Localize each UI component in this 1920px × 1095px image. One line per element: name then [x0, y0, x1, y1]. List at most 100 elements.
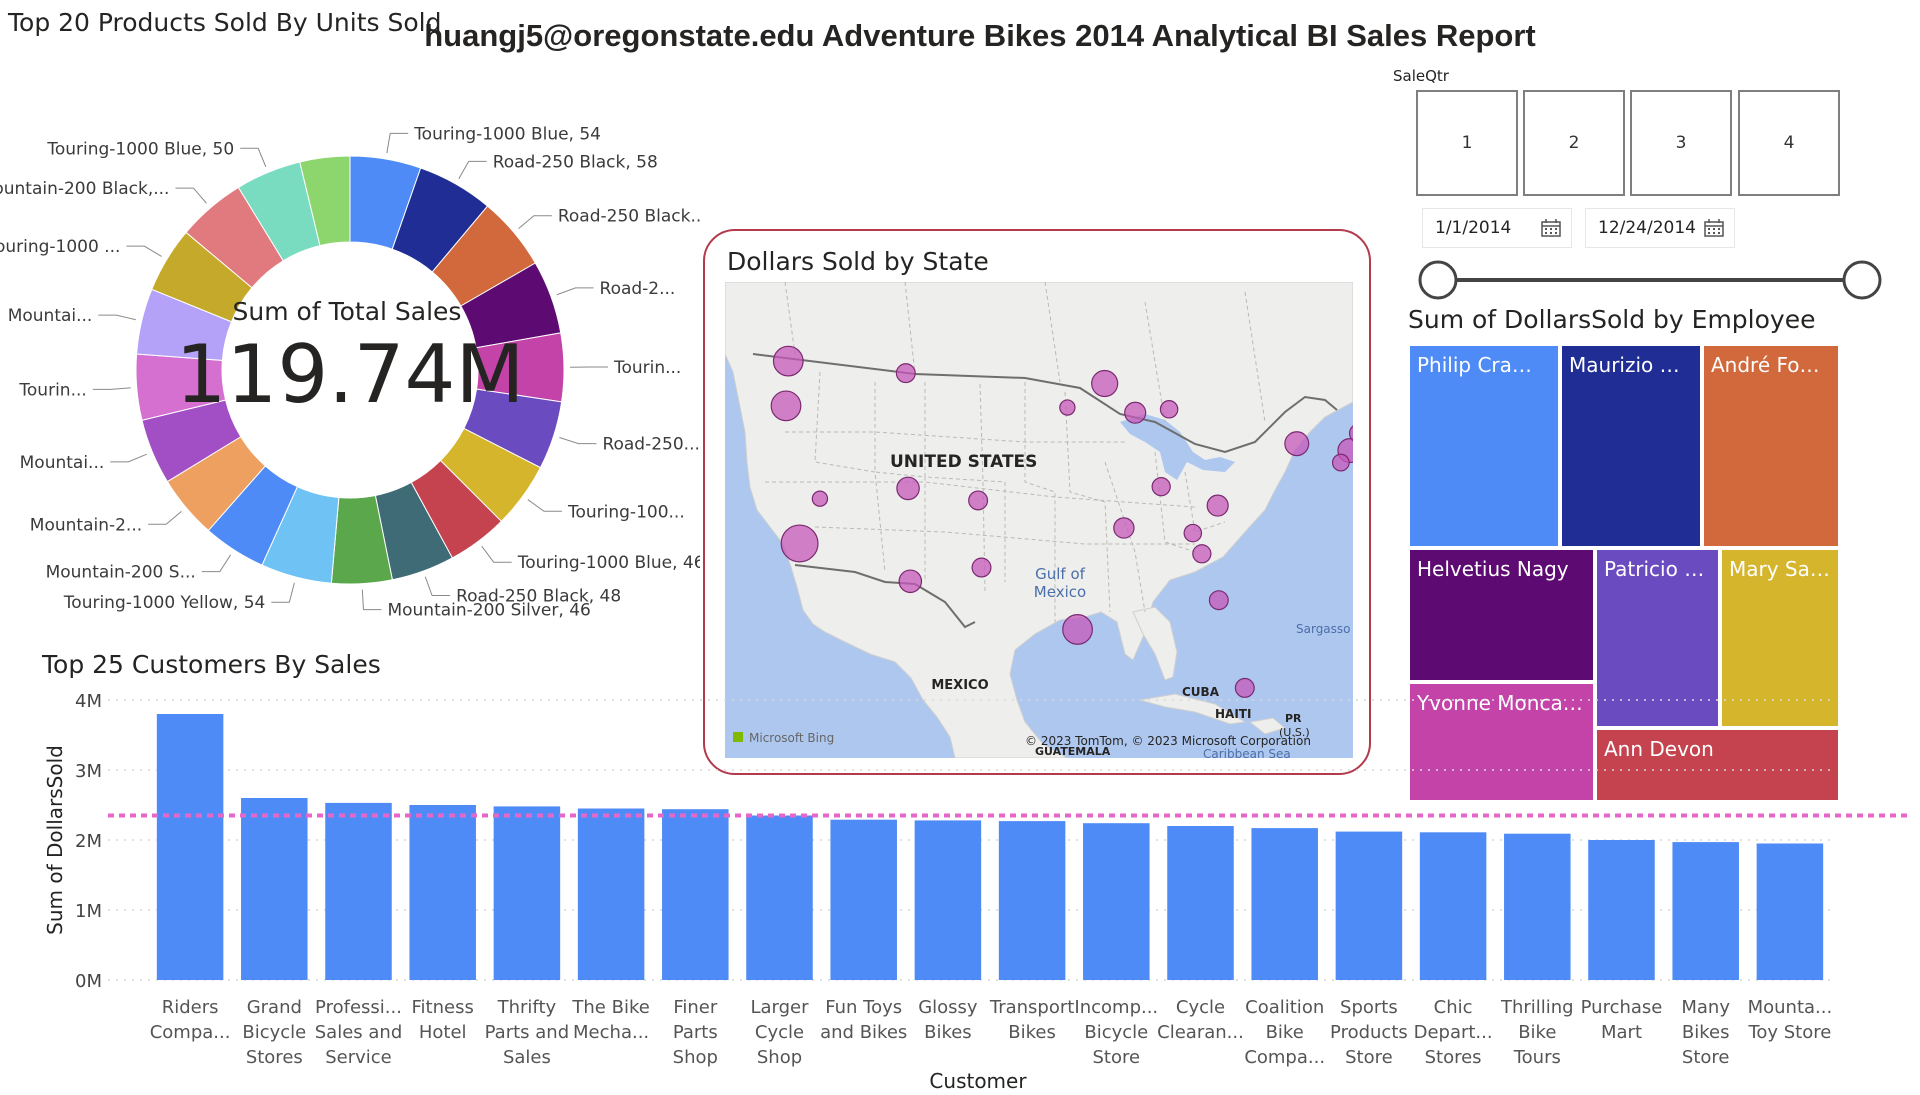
donut-leader-line: [386, 132, 409, 154]
map-bubble[interactable]: [1159, 399, 1179, 419]
quarter-button-2[interactable]: 2: [1523, 90, 1625, 196]
customers-bar-chart[interactable]: 0M 1M 2M 3M 4M Riders Compa...Grand Bicycle Sto…: [0, 680, 1920, 1095]
bing-logo-text: Microsoft Bing: [749, 731, 834, 745]
bar[interactable]: [1504, 833, 1571, 980]
bar[interactable]: [1756, 843, 1824, 981]
us-map[interactable]: UNITED STATES Gulf of Mexico MEXICO CUBA …: [725, 282, 1353, 758]
map-bubble[interactable]: [1208, 590, 1229, 611]
bar-bars: [156, 714, 1824, 981]
donut-slice[interactable]: [299, 155, 351, 247]
map-bubble[interactable]: [968, 490, 989, 511]
donut-data-label: Road-2...: [600, 279, 676, 299]
bar[interactable]: [830, 819, 897, 980]
map-bubble[interactable]: [1113, 517, 1135, 539]
map-bubble[interactable]: [895, 363, 916, 384]
bar[interactable]: [241, 798, 308, 980]
map-bubble[interactable]: [1331, 453, 1350, 472]
date-range-slider[interactable]: [1416, 258, 1886, 302]
map-bubble[interactable]: [1059, 399, 1076, 416]
map-bubble[interactable]: [898, 569, 923, 594]
donut-leader-line: [424, 576, 451, 597]
donut-chart[interactable]: Touring-1000 Blue, 54 Road-250 Black, 58 R…: [0, 120, 700, 640]
slider-start-handle[interactable]: [1418, 260, 1458, 300]
bar[interactable]: [1419, 832, 1487, 980]
donut-data-label: Touring-100...: [567, 502, 685, 522]
bar[interactable]: [493, 806, 561, 980]
treemap-tile-maurizio[interactable]: Maurizio M...: [1560, 344, 1702, 548]
treemap-tile-philip-cramer[interactable]: Philip Cramer: [1408, 344, 1560, 548]
treemap-tile-ann-devon[interactable]: Ann Devon: [1595, 728, 1840, 802]
start-date-input[interactable]: 1/1/2014: [1422, 208, 1572, 248]
treemap-tile-mary[interactable]: Mary Sav...: [1720, 548, 1840, 728]
bar[interactable]: [1167, 826, 1234, 980]
map-bubble[interactable]: [1183, 523, 1203, 543]
map-card: Dollars Sold by State: [703, 229, 1371, 775]
bar[interactable]: [914, 820, 982, 980]
map-bubble[interactable]: [811, 490, 829, 507]
map-label-gulf-line1: Gulf of Mexico: [1034, 565, 1086, 601]
map-label-cuba: CUBA: [1182, 685, 1220, 699]
bar-x-tick-label: Cycle Clearan...: [1157, 997, 1244, 1043]
donut-data-label: Mountai...: [20, 453, 105, 473]
bar[interactable]: [325, 802, 392, 980]
map-bubble[interactable]: [1062, 614, 1093, 645]
map-bubble[interactable]: [1348, 424, 1353, 443]
bar[interactable]: [409, 805, 476, 980]
map-bubble[interactable]: [770, 390, 802, 422]
map-bubble[interactable]: [1124, 401, 1147, 424]
map-bubble[interactable]: [1284, 431, 1310, 457]
bing-logo-icon: [733, 732, 743, 742]
map-bubble[interactable]: [780, 524, 819, 563]
donut-leader-line: [458, 160, 487, 180]
treemap-tile-andre[interactable]: André Fons...: [1702, 344, 1840, 548]
bar[interactable]: [156, 714, 224, 980]
bar-x-tick-label: Glossy Bikes: [918, 997, 978, 1043]
bar-x-tick-label: Grand Bicycle Stores: [242, 997, 306, 1068]
treemap-tile-helvetius-nagy[interactable]: Helvetius Nagy: [1408, 548, 1595, 682]
bar-x-axis-label: Customer: [929, 1069, 1027, 1093]
donut-data-label: Tourin...: [18, 380, 86, 400]
map-bubble[interactable]: [1234, 677, 1255, 698]
map-bubble[interactable]: [772, 345, 804, 377]
bar[interactable]: [577, 808, 645, 981]
bar[interactable]: [746, 815, 813, 981]
bar[interactable]: [1672, 842, 1739, 980]
bar-x-tick-label: Incomp... Bicycle Store: [1074, 997, 1158, 1068]
map-bubble[interactable]: [1192, 544, 1212, 564]
treemap-tile-yvonne-moncada[interactable]: Yvonne Moncada: [1408, 682, 1595, 802]
quarter-button-1[interactable]: 1: [1416, 90, 1518, 196]
report-title: huangj5@oregonstate.edu Adventure Bikes …: [424, 18, 1536, 53]
bar[interactable]: [1335, 831, 1403, 980]
map-label-caribbean: Caribbean Sea: [1203, 747, 1291, 758]
donut-data-label: Road-250 Black, 58: [493, 152, 658, 172]
florida: [1132, 606, 1178, 681]
treemap-tile-patricio[interactable]: Patricio Si...: [1595, 548, 1720, 728]
bar[interactable]: [1251, 828, 1318, 980]
treemap-title: Sum of DollarsSold by Employee: [1408, 305, 1816, 334]
donut-leader-line: [240, 147, 267, 167]
calendar-icon[interactable]: [1541, 219, 1561, 237]
donut-chart-title: Top 20 Products Sold By Units Sold: [8, 8, 442, 37]
bar-y-tick-label: 0M: [75, 971, 102, 992]
bar[interactable]: [1083, 823, 1150, 980]
quarter-button-3[interactable]: 3: [1630, 90, 1732, 196]
end-date-input[interactable]: 12/24/2014: [1585, 208, 1735, 248]
map-bubble[interactable]: [1206, 494, 1229, 517]
bar-x-tick-label: Riders Compa...: [150, 997, 231, 1043]
bar[interactable]: [662, 809, 729, 980]
quarter-button-4[interactable]: 4: [1738, 90, 1840, 196]
map-bubble[interactable]: [1151, 477, 1171, 497]
map-label-united-states: UNITED STATES: [890, 452, 1037, 472]
map-bubble[interactable]: [896, 476, 920, 501]
map-bubble[interactable]: [1091, 369, 1119, 398]
donut-leader-line: [481, 545, 512, 563]
bar[interactable]: [998, 821, 1066, 980]
donut-leader-line: [518, 215, 552, 229]
map-land: [725, 282, 1353, 758]
bar[interactable]: [1588, 840, 1655, 980]
bar-x-tick-label: Thrifty Parts and Sales: [485, 997, 570, 1068]
map-bubble[interactable]: [971, 557, 992, 578]
slider-end-handle[interactable]: [1842, 260, 1882, 300]
map-label-guatemala: GUATEMALA: [1035, 745, 1111, 758]
calendar-icon[interactable]: [1704, 219, 1724, 237]
